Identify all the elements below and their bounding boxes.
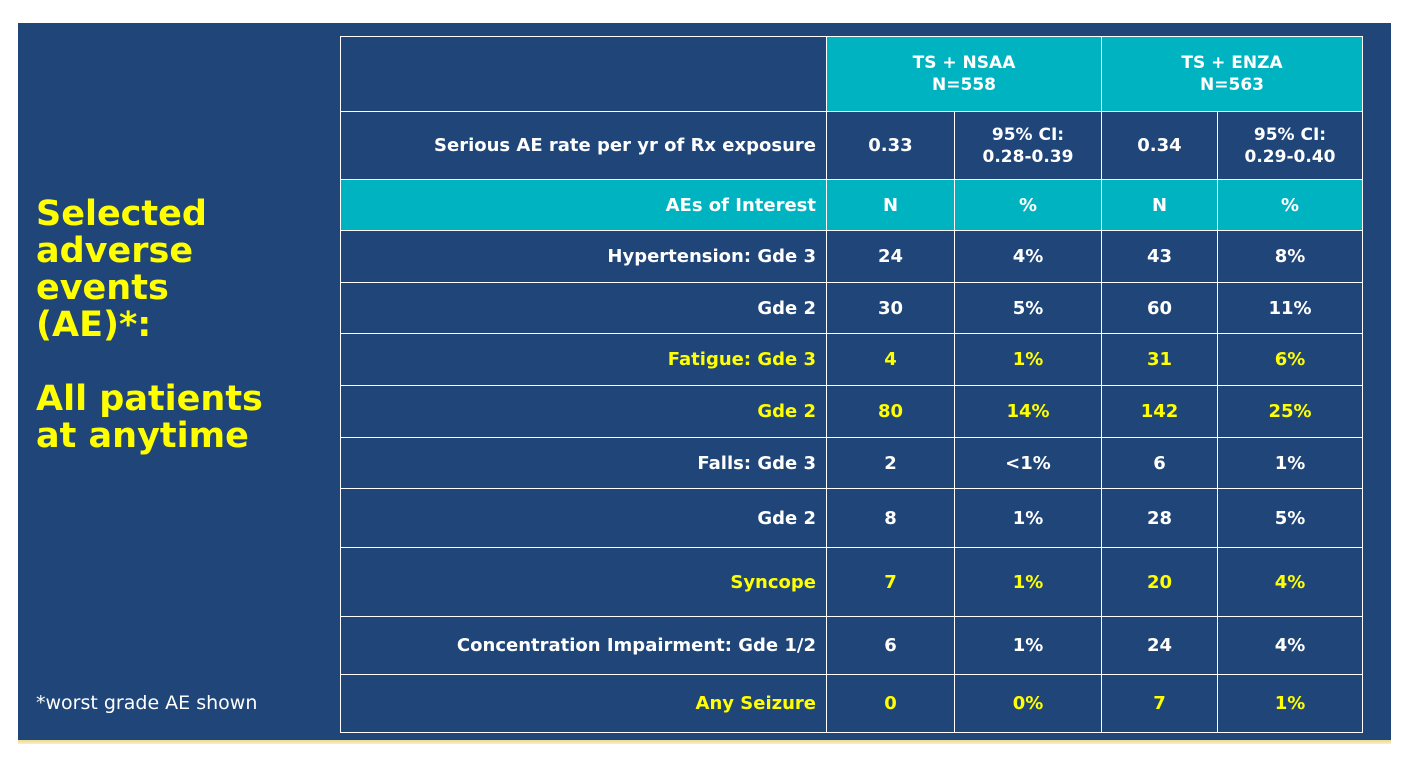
table-row: Hypertension: Gde 3 24 4% 43 8% [340, 230, 1363, 283]
row-label: Gde 2 [340, 488, 827, 548]
row-label: Syncope [340, 547, 827, 617]
table-row: Concentration Impairment: Gde 1/2 6 1% 2… [340, 616, 1363, 675]
subheader-n: N [1101, 179, 1218, 231]
row-pct-nsaa: 1% [954, 488, 1102, 548]
row-pct-enza: 11% [1217, 282, 1363, 334]
row-label: Hypertension: Gde 3 [340, 230, 827, 283]
table-row: Gde 2 8 1% 28 5% [340, 488, 1363, 548]
row-label: Fatigue: Gde 3 [340, 333, 827, 386]
ci-value: 0.28-0.39 [982, 146, 1074, 167]
row-pct-enza: 1% [1217, 674, 1363, 733]
row-n-enza: 60 [1101, 282, 1218, 334]
serious-ae-rate-enza: 0.34 [1101, 111, 1218, 180]
row-n-enza: 43 [1101, 230, 1218, 283]
subheader-pct: % [1217, 179, 1363, 231]
group-header-enza: TS + ENZA N=563 [1101, 36, 1363, 112]
row-pct-enza: 1% [1217, 437, 1363, 489]
row-pct-nsaa: <1% [954, 437, 1102, 489]
row-pct-enza: 4% [1217, 616, 1363, 675]
side-title-line: All patients [36, 379, 263, 419]
row-n-nsaa: 0 [826, 674, 955, 733]
group-name: TS + NSAA [912, 53, 1016, 73]
row-n-enza: 6 [1101, 437, 1218, 489]
row-pct-nsaa: 14% [954, 385, 1102, 438]
row-label: Falls: Gde 3 [340, 437, 827, 489]
row-n-nsaa: 4 [826, 333, 955, 386]
group-header-nsaa: TS + NSAA N=558 [826, 36, 1102, 112]
table-header-row: TS + NSAA N=558 TS + ENZA N=563 [340, 36, 1363, 112]
side-title: Selected adverse events (AE)*: All patie… [36, 196, 336, 455]
row-pct-nsaa: 4% [954, 230, 1102, 283]
group-n: N=558 [932, 75, 996, 95]
row-n-enza: 142 [1101, 385, 1218, 438]
header-empty-cell [340, 36, 827, 112]
side-title-line: at anytime [36, 416, 249, 456]
side-title-line: (AE)*: [36, 305, 152, 345]
serious-ae-ci-nsaa: 95% CI: 0.28-0.39 [954, 111, 1102, 180]
table-row: Syncope 7 1% 20 4% [340, 547, 1363, 617]
row-n-nsaa: 6 [826, 616, 955, 675]
row-n-enza: 28 [1101, 488, 1218, 548]
table-row: Falls: Gde 3 2 <1% 6 1% [340, 437, 1363, 489]
adverse-events-table: TS + NSAA N=558 TS + ENZA N=563 Serious … [340, 36, 1363, 733]
table-row: Gde 2 30 5% 60 11% [340, 282, 1363, 334]
row-n-enza: 20 [1101, 547, 1218, 617]
ci-value: 0.29-0.40 [1244, 146, 1336, 167]
row-label: Concentration Impairment: Gde 1/2 [340, 616, 827, 675]
side-title-line: Selected [36, 194, 207, 234]
row-pct-enza: 8% [1217, 230, 1363, 283]
row-n-nsaa: 2 [826, 437, 955, 489]
row-n-nsaa: 7 [826, 547, 955, 617]
ci-label: 95% CI: [1253, 124, 1327, 145]
row-pct-nsaa: 5% [954, 282, 1102, 334]
row-n-enza: 7 [1101, 674, 1218, 733]
side-title-line: adverse events [36, 231, 194, 308]
row-label: Gde 2 [340, 282, 827, 334]
subheader-n: N [826, 179, 955, 231]
row-pct-enza: 5% [1217, 488, 1363, 548]
ci-label: 95% CI: [991, 124, 1065, 145]
table-row: Gde 2 80 14% 142 25% [340, 385, 1363, 438]
row-n-enza: 24 [1101, 616, 1218, 675]
slide-bottom-border [18, 740, 1391, 744]
row-pct-nsaa: 0% [954, 674, 1102, 733]
row-n-nsaa: 24 [826, 230, 955, 283]
row-pct-nsaa: 1% [954, 616, 1102, 675]
table-row: Any Seizure 0 0% 7 1% [340, 674, 1363, 733]
row-label: Gde 2 [340, 385, 827, 438]
group-n: N=563 [1200, 75, 1264, 95]
row-pct-enza: 4% [1217, 547, 1363, 617]
serious-ae-ci-enza: 95% CI: 0.29-0.40 [1217, 111, 1363, 180]
subheader-label: AEs of Interest [340, 179, 827, 231]
serious-ae-label: Serious AE rate per yr of Rx exposure [340, 111, 827, 180]
row-pct-nsaa: 1% [954, 547, 1102, 617]
row-pct-enza: 25% [1217, 385, 1363, 438]
subheader-pct: % [954, 179, 1102, 231]
table-row: Fatigue: Gde 3 4 1% 31 6% [340, 333, 1363, 386]
row-n-enza: 31 [1101, 333, 1218, 386]
row-n-nsaa: 30 [826, 282, 955, 334]
serious-ae-row: Serious AE rate per yr of Rx exposure 0.… [340, 111, 1363, 180]
row-label: Any Seizure [340, 674, 827, 733]
row-pct-enza: 6% [1217, 333, 1363, 386]
row-pct-nsaa: 1% [954, 333, 1102, 386]
group-name: TS + ENZA [1181, 53, 1283, 73]
footnote: *worst grade AE shown [36, 692, 258, 714]
subheader-row: AEs of Interest N % N % [340, 179, 1363, 231]
row-n-nsaa: 80 [826, 385, 955, 438]
serious-ae-rate-nsaa: 0.33 [826, 111, 955, 180]
row-n-nsaa: 8 [826, 488, 955, 548]
